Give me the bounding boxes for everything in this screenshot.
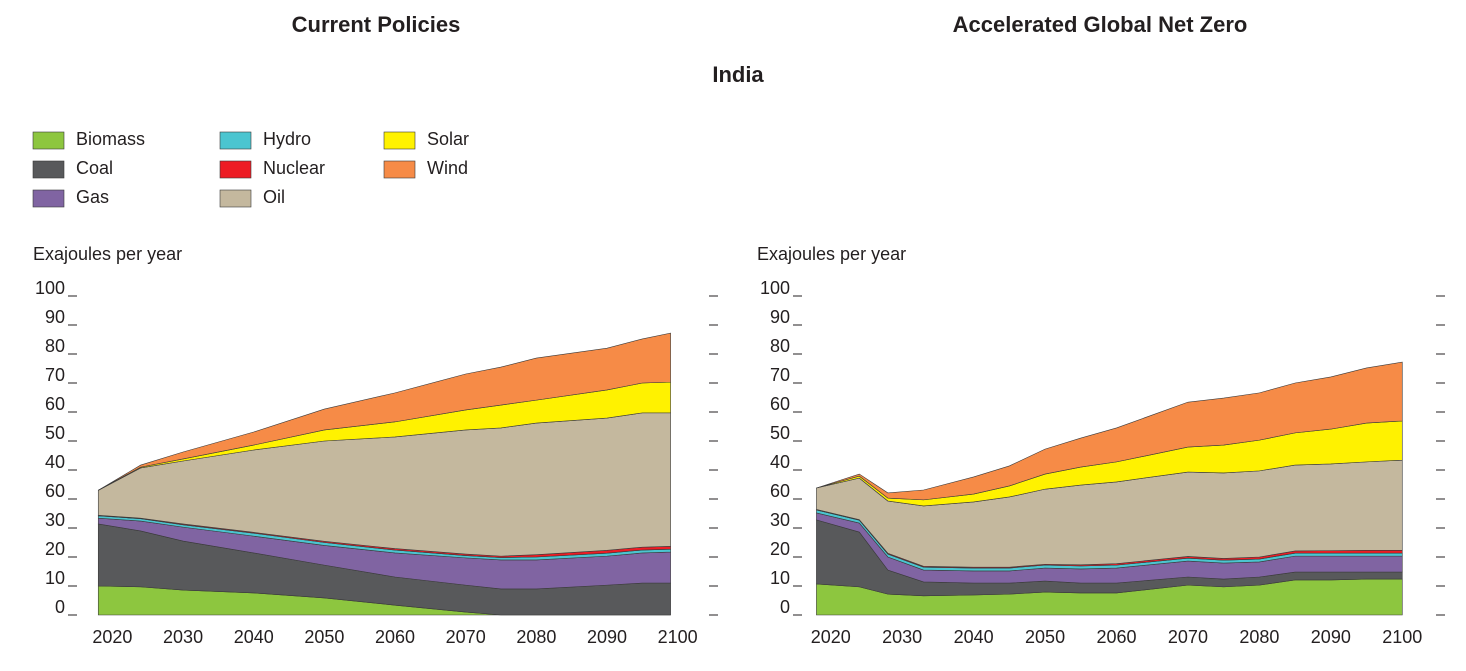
y-tick-label: 30	[770, 510, 790, 530]
x-tick-label: 2030	[882, 627, 922, 647]
legend-label: Biomass	[76, 129, 145, 149]
chart-title: Current Policies	[292, 12, 461, 37]
x-tick-label: 2050	[304, 627, 344, 647]
y-tick-label: 40	[45, 452, 65, 472]
x-tick-label: 2100	[1382, 627, 1422, 647]
x-tick-label: 2070	[446, 627, 486, 647]
area	[98, 332, 671, 491]
y-tick-label: 90	[770, 307, 790, 327]
y-tick-label: 80	[770, 336, 790, 356]
y-tick-label: 100	[760, 278, 790, 298]
x-tick-label: 2020	[811, 627, 851, 647]
y-tick-label: 20	[770, 539, 790, 559]
chart-title: Accelerated Global Net Zero	[953, 12, 1248, 37]
x-tick-label: 2050	[1025, 627, 1065, 647]
y-tick-label: 20	[45, 539, 65, 559]
legend-swatch	[219, 160, 252, 179]
y-tick-label: 60	[770, 394, 790, 414]
y-tick-label: 0	[780, 597, 790, 617]
x-tick-label: 2060	[375, 627, 415, 647]
y-tick-label: 60	[45, 481, 65, 501]
y-tick-label: 90	[45, 307, 65, 327]
legend-label: Oil	[263, 187, 285, 207]
x-tick-label: 2100	[658, 627, 698, 647]
legend-swatch	[32, 189, 65, 208]
x-tick-label: 2040	[234, 627, 274, 647]
x-tick-label: 2070	[1168, 627, 1208, 647]
legend-swatch	[32, 160, 65, 179]
x-tick-label: 2080	[1239, 627, 1279, 647]
y-tick-label: 40	[770, 452, 790, 472]
y-tick-label: 30	[45, 510, 65, 530]
y-tick-label: 10	[770, 568, 790, 588]
legend-swatch	[383, 160, 416, 179]
y-tick-label: 0	[55, 597, 65, 617]
x-tick-label: 2030	[163, 627, 203, 647]
x-tick-label: 2040	[954, 627, 994, 647]
y-tick-label: 60	[45, 394, 65, 414]
legend-label: Gas	[76, 187, 109, 207]
y-axis-label: Exajoules per year	[33, 244, 182, 264]
legend-label: Nuclear	[263, 158, 325, 178]
x-tick-label: 2090	[587, 627, 627, 647]
y-tick-label: 100	[35, 278, 65, 298]
x-tick-label: 2060	[1096, 627, 1136, 647]
y-tick-label: 50	[45, 423, 65, 443]
legend-swatch	[219, 131, 252, 150]
y-axis-label: Exajoules per year	[757, 244, 906, 264]
legend-label: Solar	[427, 129, 469, 149]
legend-label: Hydro	[263, 129, 311, 149]
legend-swatch	[32, 131, 65, 150]
y-tick-label: 70	[45, 365, 65, 385]
legend-swatch	[383, 131, 416, 150]
legend-label: Wind	[427, 158, 468, 178]
y-tick-label: 50	[770, 423, 790, 443]
page-title: India	[712, 62, 764, 87]
x-tick-label: 2080	[516, 627, 556, 647]
x-tick-label: 2090	[1311, 627, 1351, 647]
y-tick-label: 80	[45, 336, 65, 356]
y-tick-label: 60	[770, 481, 790, 501]
x-tick-label: 2020	[92, 627, 132, 647]
y-tick-label: 10	[45, 568, 65, 588]
y-tick-label: 70	[770, 365, 790, 385]
legend-label: Coal	[76, 158, 113, 178]
legend-swatch	[219, 189, 252, 208]
area	[816, 361, 1403, 501]
